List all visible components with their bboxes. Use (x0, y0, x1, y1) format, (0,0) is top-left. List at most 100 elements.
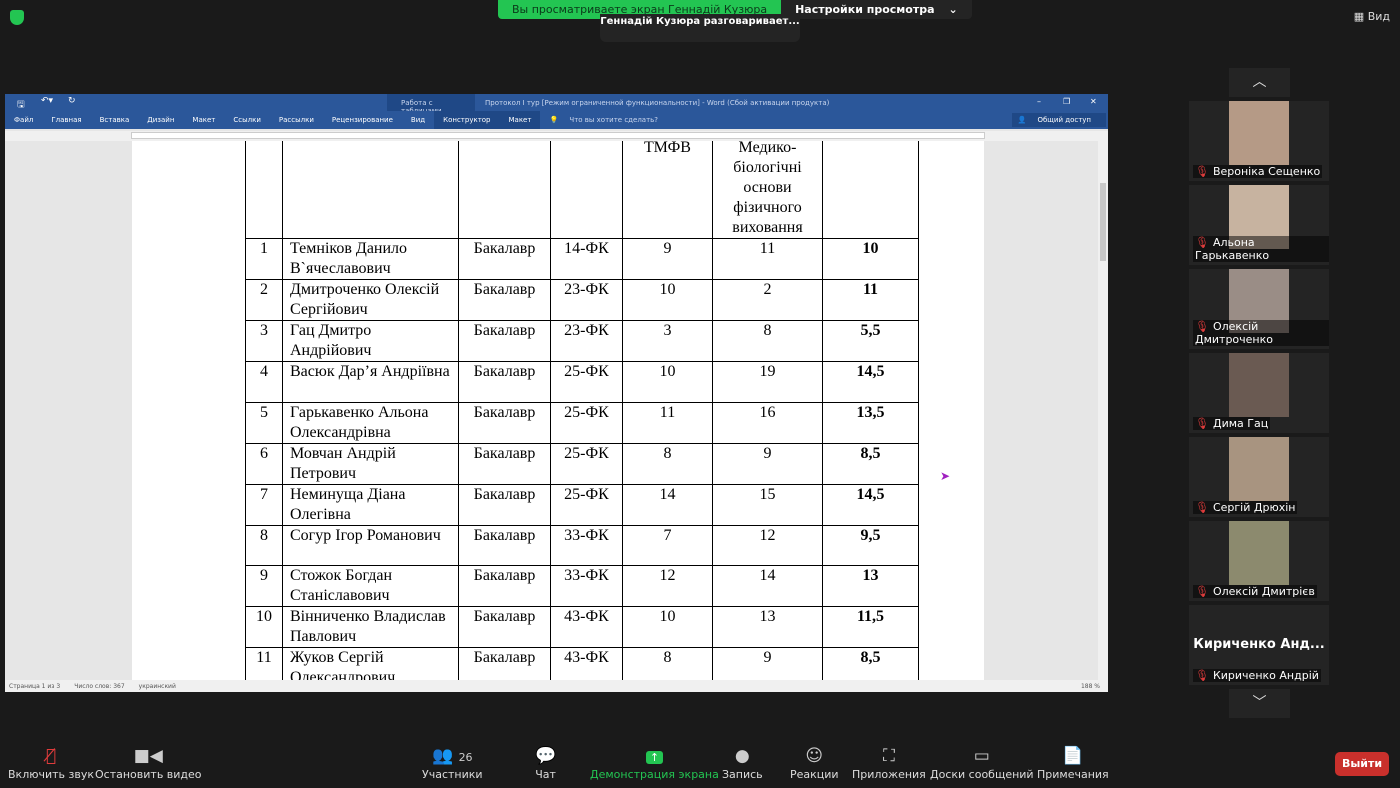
degree: Бакалавр (458, 524, 551, 566)
participant-tile[interactable]: 🎙 Олексій Дмитрієв (1189, 521, 1329, 601)
row-number: 1 (245, 238, 283, 280)
row-number: 11 (245, 647, 283, 680)
tab-design[interactable]: Дизайн (147, 116, 175, 124)
group: 14-ФК (550, 238, 623, 280)
tab-review[interactable]: Рецензирование (331, 116, 393, 124)
zoom-level[interactable]: 188 % (1080, 682, 1100, 690)
table-row: 9 Стожок Богдан Станіславович Бакалавр 33-Ф… (245, 565, 919, 607)
row-number: 8 (245, 524, 283, 566)
undo-icon[interactable]: ↶▾ (41, 96, 54, 106)
language[interactable]: украинский (138, 682, 176, 690)
participants-count: 26 (458, 751, 473, 764)
tab-home[interactable]: Главная (51, 116, 82, 124)
participants-icon: 👥 26 (431, 746, 473, 766)
group: 25-ФК (550, 361, 623, 403)
notes-button[interactable]: 📄 Примечания (1037, 746, 1109, 781)
leave-button[interactable]: Выйти (1335, 752, 1389, 776)
group: 25-ФК (550, 483, 623, 526)
score-tmfv: 3 (622, 320, 713, 362)
student-name: Гарькавенко Альона Олександрівна (282, 401, 459, 444)
student-name: Вінниченко Владислав Павлович (282, 606, 459, 648)
tab-insert[interactable]: Вставка (99, 116, 130, 124)
scroll-up-button[interactable]: ︿ (1229, 68, 1290, 97)
tab-view[interactable]: Вид (410, 116, 426, 124)
participant-name: Альона Гарькавенко (1195, 236, 1270, 262)
degree: Бакалавр (458, 238, 551, 280)
total-score: 13,5 (822, 401, 919, 444)
muted-mic-icon: 🎙 (1195, 320, 1209, 333)
tab-layout[interactable]: Макет (192, 116, 216, 124)
view-options-button[interactable]: Настройки просмотра ⌄ (781, 0, 972, 19)
participant-tile[interactable]: 🎙 Дима Гац (1189, 353, 1329, 433)
participants-button[interactable]: 👥 26 Участники (422, 746, 483, 781)
reactions-label: Реакции (790, 768, 839, 781)
share-screen-button[interactable]: ↑ Демонстрация экрана (590, 746, 719, 781)
total-score: 10 (822, 238, 919, 280)
tab-table-layout[interactable]: Макет (499, 111, 541, 129)
whiteboards-button[interactable]: ▭ Доски сообщений (930, 746, 1034, 781)
score-tmfv: 11 (622, 401, 713, 444)
participant-name: Дима Гац (1212, 417, 1269, 430)
tab-references[interactable]: Ссылки (233, 116, 261, 124)
apps-button[interactable]: ⛶ Приложения (852, 746, 926, 781)
chevron-down-icon: ⌄ (948, 3, 958, 16)
row-number: 10 (245, 606, 283, 648)
unmute-button[interactable]: 🎙̸ Включить звук (8, 746, 94, 781)
close-icon[interactable]: ✕ (1090, 97, 1097, 106)
student-name: Согур Ігор Романович (282, 524, 459, 566)
page-count[interactable]: Страница 1 из 3 (9, 682, 61, 690)
participant-tile[interactable]: 🎙 Олексій Дмитроченко (1189, 269, 1329, 349)
participant-name: Кириченко Андрій (1212, 669, 1319, 682)
reactions-button[interactable]: ☺ Реакции (790, 746, 839, 781)
total-score: 13 (822, 565, 919, 607)
table-header-row: ТМФВ Медико-біологічні основи фізичного … (245, 141, 919, 239)
score-tmfv: 10 (622, 279, 713, 321)
vertical-scrollbar[interactable] (1098, 141, 1108, 680)
score-medbio: 15 (712, 483, 823, 526)
record-label: Запись (722, 768, 763, 781)
participant-tile[interactable]: 🎙 Сергій Дрюхін (1189, 437, 1329, 517)
student-name: Васюк Дар’я Андріївна (282, 361, 459, 403)
document-page[interactable]: ТМФВ Медико-біологічні основи фізичного … (132, 141, 984, 680)
record-button[interactable]: ● Запись (722, 746, 763, 781)
share-button[interactable]: 👤 Общий доступ (1011, 113, 1106, 127)
score-tmfv: 8 (622, 442, 713, 485)
table-row: 10 Вінниченко Владислав Павлович Бакалавр 4… (245, 606, 919, 648)
chat-button[interactable]: 💬 Чат (535, 746, 556, 781)
participant-tile[interactable]: 🎙 Альона Гарькавенко (1189, 185, 1329, 265)
score-tmfv: 10 (622, 606, 713, 648)
security-shield-icon[interactable] (10, 10, 24, 25)
header-cell: ТМФВ (622, 141, 713, 239)
active-speaker-label: Геннадій Кузюра разговаривает... (600, 14, 800, 42)
tab-mailings[interactable]: Рассылки (278, 116, 314, 124)
save-icon[interactable]: 🖫 (17, 100, 25, 110)
participant-tile[interactable]: Кириченко Анд... 🎙 Кириченко Андрій (1189, 605, 1329, 685)
degree: Бакалавр (458, 361, 551, 403)
header-cell (550, 141, 623, 239)
view-options-label: Настройки просмотра (795, 3, 935, 16)
score-tmfv: 12 (622, 565, 713, 607)
horizontal-ruler[interactable] (5, 131, 1108, 141)
tab-table-design[interactable]: Конструктор (434, 111, 500, 129)
student-name: Дмитроченко Олексій Сергійович (282, 279, 459, 321)
scroll-down-button[interactable]: ﹀ (1229, 689, 1290, 718)
tab-file[interactable]: Файл (14, 116, 34, 124)
share-label: Общий доступ (1037, 116, 1091, 124)
redo-icon[interactable]: ↻ (68, 96, 76, 106)
maximize-icon[interactable]: ❐ (1063, 97, 1071, 106)
view-button[interactable]: ▦ Вид (1353, 10, 1390, 23)
meeting-toolbar: 🎙̸ Включить звук ■◀ Остановить видео 👥 26 У… (0, 738, 1400, 788)
participant-tile[interactable]: 🎙 Вероніка Сещенко (1189, 101, 1329, 181)
score-medbio: 14 (712, 565, 823, 607)
table-row: 11 Жуков Сергій Олександрович Бакалавр 43-Ф… (245, 647, 919, 680)
degree: Бакалавр (458, 647, 551, 680)
word-count[interactable]: Число слов: 367 (74, 682, 125, 690)
group: 43-ФК (550, 647, 623, 680)
total-score: 14,5 (822, 483, 919, 526)
score-medbio: 11 (712, 238, 823, 280)
stop-video-button[interactable]: ■◀ Остановить видео (95, 746, 202, 781)
minimize-icon[interactable]: – (1037, 97, 1041, 106)
muted-mic-icon: 🎙 (1195, 165, 1209, 178)
tell-me-input[interactable]: 💡 Что вы хотите сделать? (549, 116, 659, 124)
muted-mic-icon: 🎙 (1195, 236, 1209, 249)
